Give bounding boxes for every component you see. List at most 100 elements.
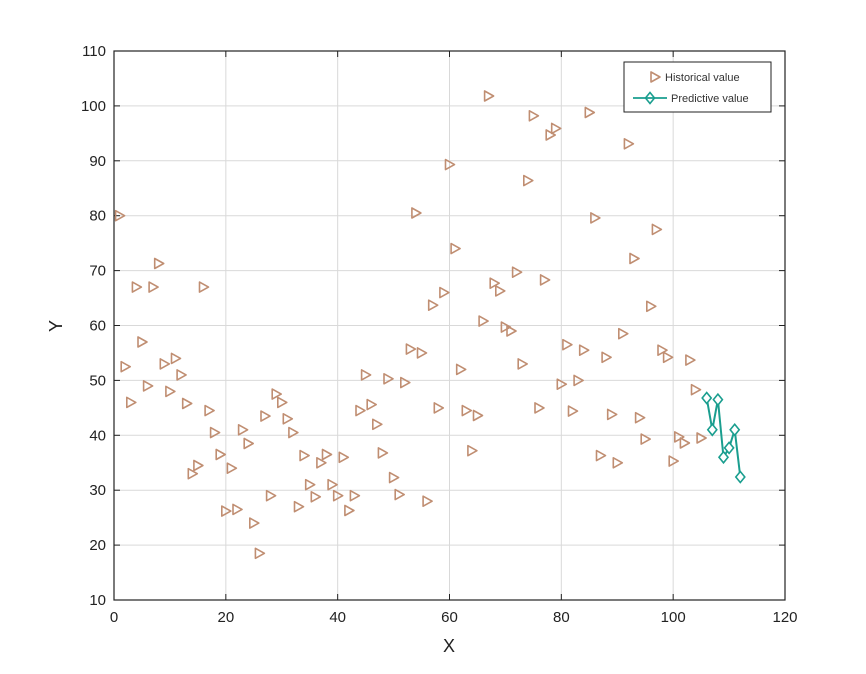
predictive-point bbox=[723, 441, 735, 455]
y-tick-label: 100 bbox=[81, 98, 106, 115]
data-series bbox=[114, 90, 746, 560]
x-tick-label: 100 bbox=[661, 609, 686, 626]
x-axis-label: X bbox=[443, 636, 455, 656]
historical-point bbox=[360, 369, 372, 381]
y-tick-label: 60 bbox=[89, 318, 106, 335]
historical-point bbox=[153, 257, 165, 270]
historical-point bbox=[539, 274, 551, 286]
historical-point bbox=[483, 90, 495, 102]
historical-point bbox=[371, 418, 383, 431]
historical-point bbox=[478, 315, 489, 327]
historical-point bbox=[562, 338, 573, 351]
historical-point bbox=[282, 412, 294, 425]
historical-point bbox=[344, 504, 355, 517]
historical-point bbox=[388, 471, 400, 484]
legend-label-predictive: Predictive value bbox=[671, 93, 749, 105]
x-tick-labels: 0 20 40 60 80 100 120 bbox=[110, 609, 798, 626]
historical-point bbox=[578, 344, 590, 357]
historical-point bbox=[444, 158, 456, 171]
historical-point bbox=[472, 409, 484, 422]
historical-point bbox=[612, 456, 624, 469]
historical-point bbox=[243, 437, 254, 450]
historical-point bbox=[355, 404, 366, 417]
historical-point bbox=[405, 343, 417, 355]
historical-point bbox=[249, 517, 260, 529]
historical-point bbox=[254, 547, 266, 560]
legend-label-historical: Historical value bbox=[665, 72, 740, 84]
historical-point bbox=[310, 490, 322, 503]
historical-point bbox=[416, 347, 428, 359]
historical-point bbox=[260, 410, 271, 422]
legend-box bbox=[623, 61, 772, 113]
historical-point bbox=[645, 300, 657, 313]
historical-point bbox=[226, 462, 238, 475]
series-predictive-value bbox=[701, 391, 746, 484]
legend-marker-predictive bbox=[644, 91, 656, 105]
historical-point bbox=[545, 129, 557, 141]
historical-point bbox=[349, 489, 361, 502]
historical-point bbox=[265, 489, 277, 502]
historical-point bbox=[165, 385, 176, 398]
historical-point bbox=[500, 321, 512, 333]
historical-point bbox=[383, 372, 394, 385]
predictive-point bbox=[701, 391, 713, 405]
historical-point bbox=[556, 378, 568, 391]
historical-point bbox=[288, 426, 299, 439]
historical-point bbox=[237, 423, 249, 436]
y-tick-labels: 10 20 30 40 50 60 70 80 90 100 110 bbox=[81, 43, 106, 609]
historical-point bbox=[489, 277, 501, 290]
x-tick-label: 40 bbox=[329, 609, 346, 626]
predictive-point bbox=[712, 392, 724, 407]
historical-point bbox=[232, 503, 243, 516]
y-tick-label: 20 bbox=[89, 537, 106, 554]
historical-point bbox=[399, 376, 411, 389]
historical-point bbox=[299, 449, 310, 462]
historical-point bbox=[651, 223, 663, 236]
x-tick-label: 60 bbox=[441, 609, 458, 626]
historical-point bbox=[304, 478, 316, 491]
predictive-point bbox=[706, 423, 718, 437]
historical-point bbox=[338, 451, 350, 464]
historical-point bbox=[204, 404, 215, 417]
historical-point bbox=[522, 174, 534, 187]
historical-point bbox=[170, 352, 182, 365]
historical-point bbox=[679, 437, 691, 449]
historical-point bbox=[606, 408, 618, 421]
legend-marker-historical bbox=[650, 71, 661, 83]
x-tick-label: 20 bbox=[217, 609, 234, 626]
historical-point bbox=[209, 426, 221, 439]
historical-point bbox=[377, 447, 389, 459]
historical-point bbox=[690, 383, 702, 396]
historical-point bbox=[450, 242, 461, 255]
x-tick-label: 80 bbox=[553, 609, 570, 626]
historical-point bbox=[181, 397, 193, 410]
y-tick-label: 50 bbox=[89, 372, 106, 389]
historical-point bbox=[316, 456, 327, 469]
y-tick-label: 30 bbox=[89, 482, 106, 499]
historical-point bbox=[511, 266, 523, 279]
historical-point bbox=[148, 281, 159, 293]
predictive-point bbox=[717, 450, 730, 465]
historical-point bbox=[528, 110, 540, 122]
historical-point bbox=[332, 489, 344, 502]
historical-point bbox=[550, 122, 562, 135]
historical-point bbox=[433, 402, 445, 414]
x-tick-label: 120 bbox=[772, 609, 797, 626]
historical-point bbox=[198, 281, 210, 293]
y-tick-label: 110 bbox=[82, 43, 106, 60]
historical-point bbox=[131, 281, 143, 293]
historical-point bbox=[534, 402, 545, 414]
historical-point bbox=[617, 327, 629, 340]
legend-entry-predictive: Predictive value bbox=[633, 91, 749, 105]
historical-point bbox=[494, 285, 506, 297]
y-tick-label: 70 bbox=[89, 263, 106, 280]
historical-point bbox=[673, 431, 685, 443]
historical-point bbox=[467, 444, 478, 457]
historical-point bbox=[321, 448, 333, 461]
predictive-point bbox=[729, 423, 741, 437]
historical-point bbox=[422, 495, 433, 508]
historical-point bbox=[662, 351, 674, 364]
historical-point bbox=[461, 404, 473, 417]
historical-point bbox=[137, 336, 148, 348]
